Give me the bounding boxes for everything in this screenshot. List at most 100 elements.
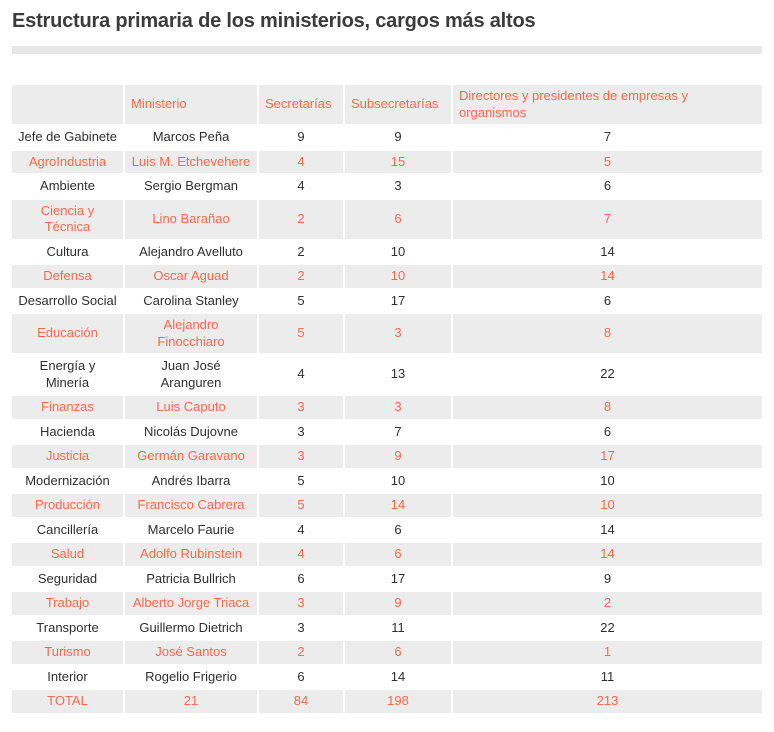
value-cell: 5 — [259, 494, 343, 517]
table-row: Trabajo Alberto Jorge Triaca 3 9 2 — [12, 592, 762, 615]
value-cell: 5 — [453, 150, 762, 173]
value-cell: 3 — [345, 175, 451, 198]
value-cell: 9 — [345, 126, 451, 149]
table-total-row: TOTAL 21 84 198 213 — [12, 690, 762, 713]
minister-name-cell: Marcelo Faurie — [125, 518, 257, 541]
minister-name-cell: Alejandro Avelluto — [125, 240, 257, 263]
row-label: Cancillería — [12, 518, 123, 541]
table-row: Cultura Alejandro Avelluto 2 10 14 — [12, 240, 762, 263]
value-cell: 3 — [345, 314, 451, 353]
value-cell: 6 — [345, 641, 451, 664]
value-cell: 13 — [345, 355, 451, 394]
row-label: Seguridad — [12, 567, 123, 590]
table-row: AgroIndustria Luis M. Etchevehere 4 15 5 — [12, 150, 762, 173]
minister-name-cell: Alejandro Finocchiaro — [125, 314, 257, 353]
table-row: Salud Adolfo Rubinstein 4 6 14 — [12, 543, 762, 566]
table-row: Transporte Guillermo Dietrich 3 11 22 — [12, 616, 762, 639]
value-cell: 17 — [345, 289, 451, 312]
table-row: Modernización Andrés Ibarra 5 10 10 — [12, 469, 762, 492]
row-label: TOTAL — [12, 690, 123, 713]
value-cell: 3 — [259, 592, 343, 615]
table-row: Educación Alejandro Finocchiaro 5 3 8 — [12, 314, 762, 353]
column-header-4: Directores y presidentes de empresas y o… — [453, 85, 762, 124]
minister-name-cell: Oscar Aguad — [125, 265, 257, 288]
value-cell: 17 — [453, 445, 762, 468]
table-row: Jefe de Gabinete Marcos Peña 9 9 7 — [12, 126, 762, 149]
value-cell: 10 — [345, 265, 451, 288]
value-cell: 11 — [345, 616, 451, 639]
table-row: Cancillería Marcelo Faurie 4 6 14 — [12, 518, 762, 541]
row-label: Interior — [12, 665, 123, 688]
table-row: Energía y Minería Juan José Aranguren 4 13 2… — [12, 355, 762, 394]
table-row: Producción Francisco Cabrera 5 14 10 — [12, 494, 762, 517]
row-label: Educación — [12, 314, 123, 353]
column-header-1: Ministerio — [125, 85, 257, 124]
value-cell: 213 — [453, 690, 762, 713]
minister-name-cell: Marcos Peña — [125, 126, 257, 149]
value-cell: 22 — [453, 355, 762, 394]
row-label: Trabajo — [12, 592, 123, 615]
minister-name-cell: Luis M. Etchevehere — [125, 150, 257, 173]
minister-name-cell: Guillermo Dietrich — [125, 616, 257, 639]
value-cell: 3 — [259, 445, 343, 468]
value-cell: 10 — [345, 469, 451, 492]
page: Estructura primaria de los ministerios, … — [10, 10, 764, 715]
minister-name-cell: Adolfo Rubinstein — [125, 543, 257, 566]
row-label: Energía y Minería — [12, 355, 123, 394]
table-row: Seguridad Patricia Bullrich 6 17 9 — [12, 567, 762, 590]
value-cell: 10 — [345, 240, 451, 263]
title-divider — [12, 46, 762, 54]
row-label: Ambiente — [12, 175, 123, 198]
row-label: Desarrollo Social — [12, 289, 123, 312]
ministries-table: Ministerio Secretarías Subsecretarías Direc… — [10, 83, 764, 715]
value-cell: 7 — [453, 126, 762, 149]
value-cell: 14 — [453, 240, 762, 263]
row-label: Jefe de Gabinete — [12, 126, 123, 149]
value-cell: 1 — [453, 641, 762, 664]
column-header-2: Secretarías — [259, 85, 343, 124]
table-row: Finanzas Luis Caputo 3 3 8 — [12, 396, 762, 419]
value-cell: 15 — [345, 150, 451, 173]
value-cell: 7 — [453, 199, 762, 239]
minister-name-cell: Carolina Stanley — [125, 289, 257, 312]
value-cell: 5 — [259, 469, 343, 492]
value-cell: 9 — [345, 592, 451, 615]
value-cell: 7 — [345, 420, 451, 443]
value-cell: 5 — [259, 289, 343, 312]
value-cell: 3 — [259, 616, 343, 639]
value-cell: 6 — [453, 420, 762, 443]
value-cell: 14 — [345, 494, 451, 517]
value-cell: 14 — [345, 665, 451, 688]
minister-name-cell: Francisco Cabrera — [125, 494, 257, 517]
table-row: Interior Rogelio Frigerio 6 14 11 — [12, 665, 762, 688]
value-cell: 3 — [259, 396, 343, 419]
value-cell: 9 — [259, 126, 343, 149]
table-row: Defensa Oscar Aguad 2 10 14 — [12, 265, 762, 288]
minister-name-cell: Juan José Aranguren — [125, 355, 257, 394]
value-cell: 5 — [259, 314, 343, 353]
row-label: Salud — [12, 543, 123, 566]
value-cell: 9 — [345, 445, 451, 468]
value-cell: 198 — [345, 690, 451, 713]
row-label: Modernización — [12, 469, 123, 492]
minister-name-cell: Lino Barañao — [125, 199, 257, 239]
row-label: Turismo — [12, 641, 123, 664]
value-cell: 3 — [345, 396, 451, 419]
value-cell: 3 — [259, 420, 343, 443]
value-cell: 14 — [453, 265, 762, 288]
table-row: Ciencia y Técnica Lino Barañao 2 6 7 — [12, 199, 762, 239]
minister-name-cell: Patricia Bullrich — [125, 567, 257, 590]
row-label: AgroIndustria — [12, 150, 123, 173]
value-cell: 2 — [259, 240, 343, 263]
value-cell: 84 — [259, 690, 343, 713]
value-cell: 6 — [453, 289, 762, 312]
minister-name-cell: José Santos — [125, 641, 257, 664]
value-cell: 8 — [453, 314, 762, 353]
minister-name-cell: Germán Garavano — [125, 445, 257, 468]
row-label: Hacienda — [12, 420, 123, 443]
value-cell: 14 — [453, 543, 762, 566]
minister-name-cell: 21 — [125, 690, 257, 713]
value-cell: 10 — [453, 469, 762, 492]
value-cell: 6 — [259, 567, 343, 590]
table-row: Hacienda Nicolás Dujovne 3 7 6 — [12, 420, 762, 443]
